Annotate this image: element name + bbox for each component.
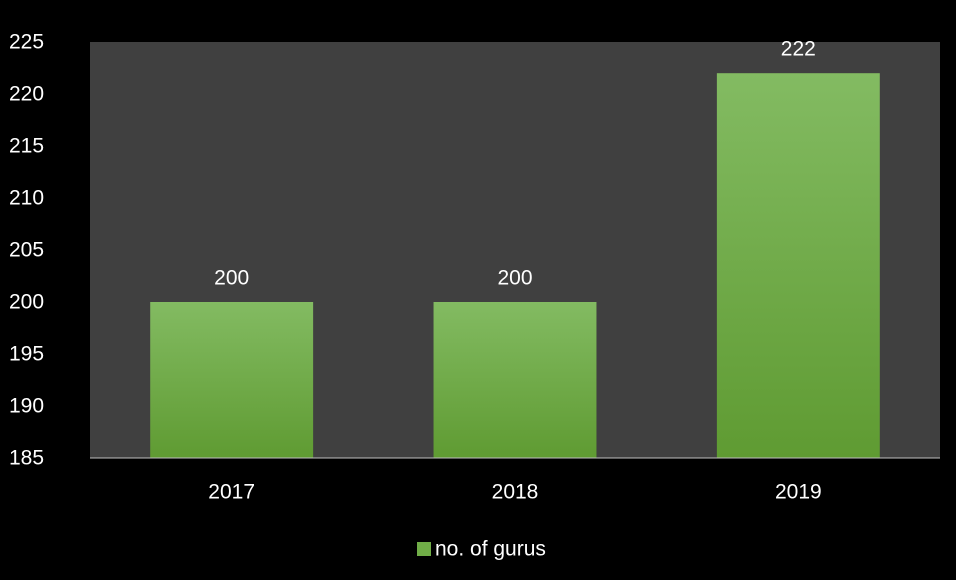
y-tick-label: 195 (9, 343, 44, 366)
y-tick-label: 190 (9, 395, 44, 418)
x-axis: 2017 2018 2019 (90, 457, 940, 504)
y-tick-label: 220 (9, 83, 44, 106)
bar (150, 302, 314, 458)
data-label: 200 (214, 267, 249, 290)
legend-label: no. of gurus (435, 538, 546, 561)
x-tick-label: 2018 (492, 481, 539, 504)
bar (716, 73, 880, 458)
x-tick-label: 2019 (775, 481, 822, 504)
x-tick-label: 2017 (208, 481, 255, 504)
bars (150, 73, 880, 458)
legend-swatch (417, 542, 431, 556)
y-tick-label: 210 (9, 187, 44, 210)
y-tick-label: 215 (9, 135, 44, 158)
y-tick-label: 205 (9, 239, 44, 262)
data-label: 222 (781, 38, 816, 61)
bar (433, 302, 597, 458)
data-label: 200 (497, 267, 532, 290)
y-tick-label: 200 (9, 291, 44, 314)
legend: no. of gurus (417, 538, 546, 561)
y-tick-label: 225 (9, 31, 44, 54)
data-labels: 200 200 222 (214, 38, 816, 290)
y-axis: 185 190 195 200 205 210 215 220 225 (9, 31, 44, 470)
y-tick-label: 185 (9, 447, 44, 470)
